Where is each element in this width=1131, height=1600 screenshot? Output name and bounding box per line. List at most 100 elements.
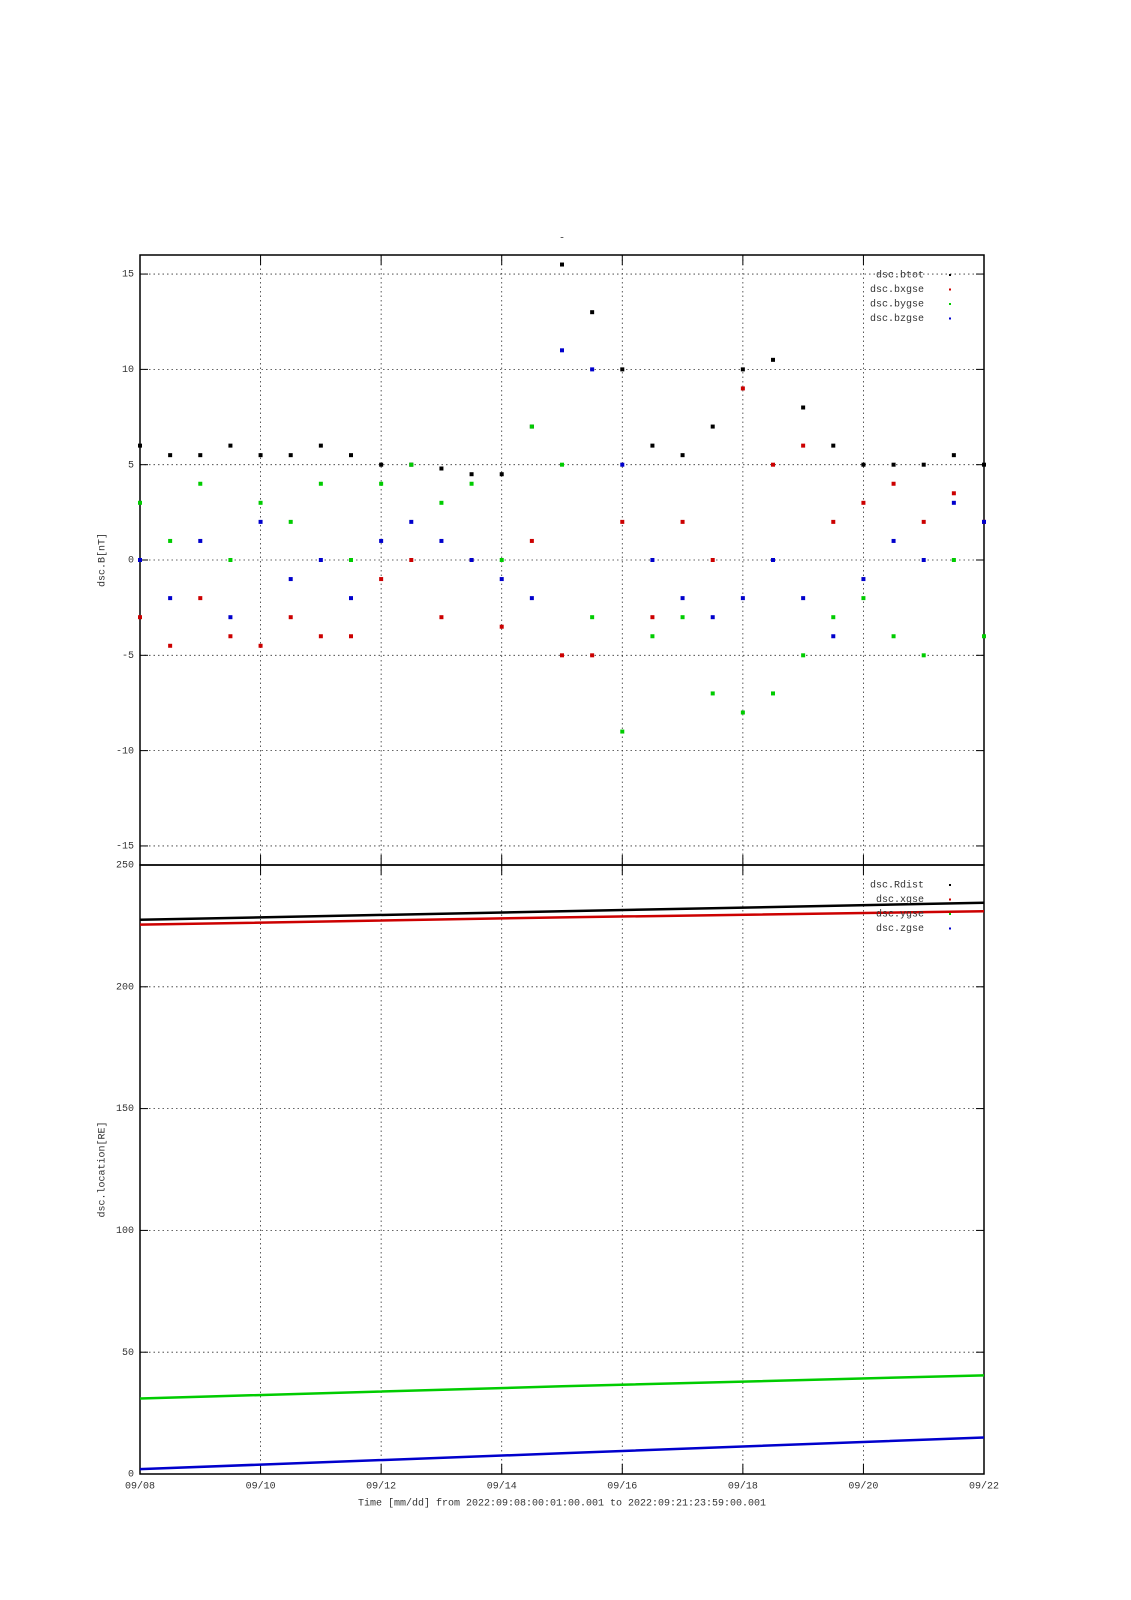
- data-point: [168, 453, 173, 458]
- data-point: [349, 596, 353, 601]
- data-point: [288, 577, 293, 582]
- data-point: [439, 500, 444, 505]
- data-line: [139, 901, 985, 922]
- data-point: [439, 466, 444, 471]
- y-tick-label: 0: [128, 556, 134, 567]
- y-tick-label: 100: [116, 1226, 134, 1237]
- x-tick-label: 09/14: [487, 1481, 517, 1493]
- y-tick-label: 150: [116, 1104, 134, 1115]
- chart-title: -: [559, 234, 565, 245]
- legend-label: dsc.ygse: [876, 909, 924, 921]
- legend-swatch: [949, 913, 951, 915]
- data-point: [771, 357, 775, 362]
- data-point: [710, 615, 715, 620]
- data-point: [861, 500, 866, 505]
- legend-swatch: [949, 274, 951, 276]
- y-tick-label: 0: [128, 1470, 134, 1481]
- y-tick-label: -10: [116, 746, 134, 757]
- y-tick-label: -15: [116, 842, 134, 853]
- data-point: [982, 634, 986, 639]
- legend-label: dsc.xgse: [876, 894, 924, 906]
- data-point: [620, 367, 625, 372]
- x-tick-label: 09/10: [246, 1481, 276, 1493]
- data-point: [771, 691, 775, 696]
- data-point: [560, 462, 564, 467]
- legend-label: dsc.zgse: [876, 923, 924, 935]
- data-point: [258, 643, 263, 648]
- data-point: [831, 634, 836, 639]
- data-point: [499, 472, 504, 477]
- data-point: [499, 624, 504, 629]
- data-point: [228, 615, 233, 620]
- data-point: [560, 348, 564, 353]
- data-point: [801, 653, 806, 658]
- data-point: [288, 615, 293, 620]
- data-point: [861, 577, 866, 582]
- data-point: [650, 443, 655, 448]
- data-point: [138, 615, 142, 620]
- data-point: [198, 538, 203, 543]
- data-point: [951, 491, 956, 496]
- legend-label: dsc.Rdist: [870, 880, 924, 892]
- data-point: [409, 462, 414, 467]
- data-point: [921, 519, 926, 524]
- data-point: [620, 519, 625, 524]
- x-tick-label: 09/18: [728, 1481, 758, 1493]
- data-point: [288, 453, 293, 458]
- data-point: [469, 558, 474, 562]
- data-point: [349, 453, 353, 458]
- data-point: [349, 558, 353, 562]
- data-point: [138, 500, 142, 505]
- data-point: [982, 462, 986, 467]
- data-point: [891, 462, 896, 467]
- data-point: [831, 519, 836, 524]
- y-axis-label: dsc.location[RE]: [97, 1121, 109, 1217]
- data-point: [258, 519, 263, 524]
- data-line: [139, 1436, 985, 1471]
- data-point: [650, 615, 655, 620]
- data-point: [499, 558, 504, 562]
- y-tick-label: 50: [122, 1348, 134, 1359]
- data-point: [168, 596, 173, 601]
- data-point: [740, 386, 745, 391]
- data-point: [409, 519, 414, 524]
- data-point: [379, 577, 384, 582]
- data-point: [138, 558, 142, 562]
- data-point: [650, 558, 655, 562]
- data-point: [409, 558, 414, 562]
- x-axis-label: Time [mm/dd] from 2022:09:08:00:01:00.00…: [358, 1498, 766, 1510]
- data-point: [951, 500, 956, 505]
- data-point: [831, 443, 836, 448]
- data-point: [982, 519, 986, 524]
- x-tick-label: 09/08: [125, 1481, 155, 1493]
- data-point: [318, 481, 323, 486]
- data-point: [318, 443, 323, 448]
- y-tick-label: -5: [122, 651, 134, 662]
- data-point: [318, 634, 323, 639]
- plot-frame: [139, 864, 985, 1475]
- data-point: [801, 405, 806, 410]
- data-point: [590, 310, 595, 315]
- data-point: [168, 538, 173, 543]
- data-point: [439, 615, 444, 620]
- data-point: [439, 538, 444, 543]
- data-point: [680, 615, 685, 620]
- data-point: [921, 558, 926, 562]
- y-axis-label: dsc.B[nT]: [97, 533, 109, 587]
- data-point: [771, 462, 775, 467]
- data-point: [650, 634, 655, 639]
- data-point: [560, 653, 564, 658]
- data-point: [680, 596, 685, 601]
- legend-label: dsc.bxgse: [870, 284, 924, 296]
- data-point: [740, 596, 745, 601]
- data-point: [529, 538, 534, 543]
- data-point: [951, 453, 956, 458]
- data-point: [379, 462, 384, 467]
- legend-label: dsc.bygse: [870, 299, 924, 311]
- data-point: [198, 596, 203, 601]
- data-point: [198, 481, 203, 486]
- data-point: [198, 453, 203, 458]
- data-point: [771, 558, 775, 562]
- data-point: [951, 558, 956, 562]
- data-point: [590, 367, 595, 372]
